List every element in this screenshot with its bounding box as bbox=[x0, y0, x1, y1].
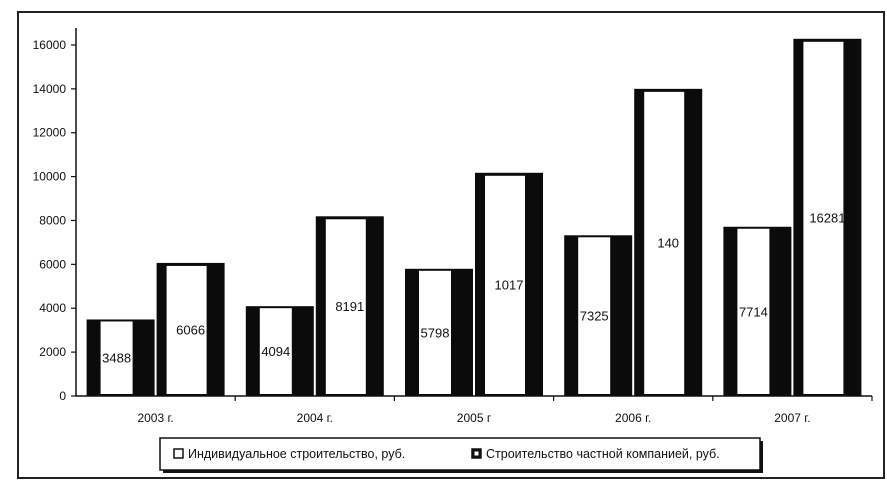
data-label: 4094 bbox=[261, 344, 290, 359]
bar-inner bbox=[100, 321, 133, 394]
data-label: 140 bbox=[657, 235, 679, 250]
y-tick-label: 10000 bbox=[33, 170, 67, 184]
bar-inner bbox=[485, 175, 525, 394]
data-label: 3488 bbox=[102, 351, 131, 366]
bar-inner bbox=[259, 308, 292, 394]
data-label: 5798 bbox=[421, 325, 450, 340]
y-tick-label: 6000 bbox=[39, 257, 66, 271]
legend: Индивидуальное строительство, руб. Строит… bbox=[159, 437, 763, 473]
bars: 3488 6066 4094 8191 5798 1017 7325 140 7714 16281 bbox=[86, 38, 862, 397]
data-label: 7714 bbox=[739, 304, 768, 319]
data-label: 7325 bbox=[580, 309, 609, 324]
x-tick-label: 2004 г. bbox=[297, 411, 333, 425]
x-axis: 2003 г. 2004 г. 2005 г 2006 г. 2007 г. bbox=[76, 395, 873, 425]
legend-label: Индивидуальное строительство, руб. bbox=[188, 447, 405, 461]
x-tick-label: 2003 г. bbox=[137, 411, 173, 425]
legend-swatch-inner bbox=[474, 451, 479, 456]
legend-box bbox=[159, 437, 761, 471]
data-label: 1017 bbox=[495, 277, 524, 292]
x-tick-label: 2005 г bbox=[457, 411, 492, 425]
bar-inner bbox=[644, 91, 685, 395]
bar-inner bbox=[737, 228, 770, 394]
y-tick-label: 4000 bbox=[39, 301, 66, 315]
y-tick-label: 0 bbox=[59, 389, 66, 403]
data-label: 6066 bbox=[176, 322, 205, 337]
y-tick-label: 16000 bbox=[33, 38, 67, 52]
y-tick-label: 12000 bbox=[33, 126, 67, 140]
bar-inner bbox=[578, 237, 611, 394]
bar-inner bbox=[166, 265, 207, 394]
y-axis: 0 2000 4000 6000 8000 10000 12000 14000 16000 bbox=[33, 28, 77, 403]
data-label: 8191 bbox=[335, 299, 364, 314]
y-tick-label: 14000 bbox=[33, 82, 67, 96]
x-tick-label: 2006 г. bbox=[615, 411, 651, 425]
data-label: 16281 bbox=[809, 210, 845, 225]
bar-inner bbox=[803, 41, 844, 395]
bar-inner bbox=[419, 270, 451, 394]
y-tick-label: 2000 bbox=[39, 345, 66, 359]
y-tick-label: 8000 bbox=[39, 213, 66, 227]
bar-inner bbox=[325, 219, 366, 394]
legend-swatch bbox=[173, 448, 184, 459]
legend-label: Строительство частной компанией, руб. bbox=[486, 447, 720, 461]
x-tick-label: 2007 г. bbox=[774, 411, 810, 425]
